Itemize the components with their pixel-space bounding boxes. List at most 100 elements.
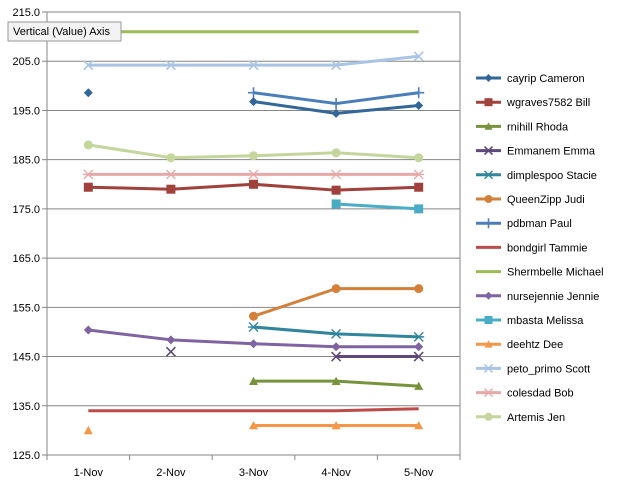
y-tick-label: 155.0 xyxy=(12,302,40,314)
plot-area xyxy=(46,11,461,456)
data-point xyxy=(249,151,258,161)
legend-item: Artemis Jen xyxy=(476,412,565,424)
data-point xyxy=(165,60,176,71)
series-0 xyxy=(83,88,424,118)
data-point xyxy=(166,153,176,163)
legend-item: pdbman Paul xyxy=(476,218,572,230)
data-point xyxy=(331,199,341,209)
data-point xyxy=(330,328,342,339)
series-3 xyxy=(331,351,424,362)
x-tick-label: 5-Nov xyxy=(404,467,434,479)
legend-label: colesdad Bob xyxy=(507,388,574,400)
legend-label: Artemis Jen xyxy=(507,412,565,424)
data-point xyxy=(166,335,176,345)
legend-marker xyxy=(483,363,494,373)
legend-item: QueenZipp Judi xyxy=(476,194,585,206)
gridlines xyxy=(47,11,460,456)
data-point xyxy=(249,311,258,321)
legend-marker xyxy=(484,340,493,348)
data-point xyxy=(414,153,424,163)
series-11 xyxy=(83,420,424,435)
legend-item: Emmanem Emma xyxy=(476,146,596,158)
legend-label: Emmanem Emma xyxy=(507,146,596,158)
data-point xyxy=(249,97,258,107)
data-point xyxy=(249,339,258,349)
data-point xyxy=(331,351,342,362)
x-tick-label: 1-Nov xyxy=(74,467,104,479)
y-tick-label: 215.0 xyxy=(12,7,40,19)
data-point xyxy=(83,88,93,98)
legend-item: peto_primo Scott xyxy=(476,363,590,375)
series-5 xyxy=(249,284,424,321)
data-point xyxy=(248,322,259,333)
legend-label: bondgirl Tammie xyxy=(507,242,588,254)
x-axis: 1-Nov 2-Nov 3-Nov 4-Nov 5-Nov xyxy=(46,455,461,479)
legend-marker xyxy=(484,316,493,324)
series-7 xyxy=(88,407,419,413)
legend-label: QueenZipp Judi xyxy=(507,194,585,206)
legend-label: Shermbelle Michael xyxy=(507,267,604,279)
data-point xyxy=(330,169,342,180)
data-point xyxy=(248,87,259,99)
legend-marker xyxy=(484,195,493,203)
data-point xyxy=(249,376,258,385)
data-point xyxy=(82,169,94,180)
legend-item: dimplespoo Stacie xyxy=(476,170,597,182)
data-point xyxy=(413,169,425,180)
y-tick-label: 125.0 xyxy=(12,450,40,462)
y-tick-label: 205.0 xyxy=(12,56,40,68)
legend-item: bondgirl Tammie xyxy=(476,242,588,254)
series-line xyxy=(88,407,419,413)
legend-label: cayrip Cameron xyxy=(507,73,585,85)
data-point xyxy=(83,140,93,150)
data-point xyxy=(331,420,341,430)
y-tick-label: 195.0 xyxy=(12,105,40,117)
data-point xyxy=(166,184,176,194)
series-10 xyxy=(331,199,424,214)
x-tick-label: 3-Nov xyxy=(239,467,269,479)
y-tick-label: 175.0 xyxy=(12,204,40,216)
data-point xyxy=(331,342,341,352)
legend-label: dimplespoo Stacie xyxy=(507,170,597,182)
legend-label: wgraves7582 Bill xyxy=(506,97,590,109)
data-point xyxy=(165,169,177,180)
data-point xyxy=(331,185,341,195)
data-point xyxy=(413,87,425,99)
x-tick-label: 4-Nov xyxy=(321,467,351,479)
data-point xyxy=(249,179,258,189)
data-point xyxy=(249,420,258,430)
series-layer xyxy=(82,30,425,435)
legend-label: rnihill Rhoda xyxy=(507,121,569,133)
legend-label: nursejennie Jennie xyxy=(507,291,599,303)
data-point xyxy=(83,60,94,71)
series-9 xyxy=(83,325,424,352)
legend-label: deehtz Dee xyxy=(507,339,563,351)
series-12 xyxy=(83,51,424,71)
data-point xyxy=(414,204,424,214)
data-point xyxy=(331,148,341,158)
legend-item: mbasta Melissa xyxy=(476,315,584,327)
x-tick-label: 2-Nov xyxy=(156,467,186,479)
legend-item: colesdad Bob xyxy=(476,388,574,400)
data-point xyxy=(414,342,424,352)
legend-label: mbasta Melissa xyxy=(507,315,584,327)
legend-label: peto_primo Scott xyxy=(507,363,590,375)
axis-tooltip: Vertical (Value) Axis xyxy=(7,21,122,42)
legend-marker xyxy=(484,74,493,82)
legend-marker xyxy=(484,412,493,421)
legend: cayrip Cameron wgraves7582 Bill rnihill Rh… xyxy=(476,73,604,424)
tooltip-box xyxy=(7,21,122,42)
tooltip-text: Vertical (Value) Axis xyxy=(13,26,111,38)
legend-label: pdbman Paul xyxy=(507,218,572,230)
legend-marker xyxy=(483,388,494,398)
data-point xyxy=(413,51,424,62)
data-point xyxy=(83,182,93,192)
data-point xyxy=(414,101,424,111)
series-2 xyxy=(249,376,424,390)
data-point xyxy=(165,346,176,357)
data-point xyxy=(83,325,93,335)
data-point xyxy=(331,60,342,71)
legend-marker xyxy=(484,291,493,300)
data-point xyxy=(414,284,424,294)
series-6 xyxy=(248,87,425,110)
